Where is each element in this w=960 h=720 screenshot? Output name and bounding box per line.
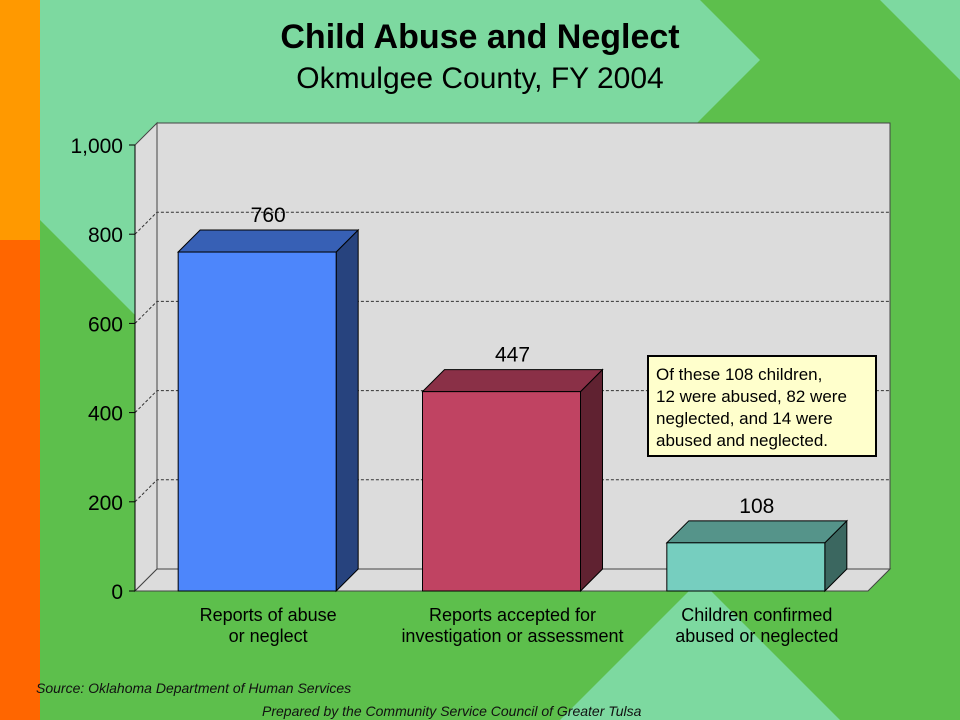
light-diagonal-band-lower <box>560 580 840 720</box>
bar-top <box>421 369 604 393</box>
annotation-box <box>647 355 877 457</box>
bar-top <box>176 229 360 253</box>
y-tick-label: 600 <box>88 313 123 336</box>
category-label: or neglect <box>229 626 308 646</box>
bar <box>177 251 337 592</box>
bar <box>666 542 826 592</box>
prepared-by-note: Prepared by the Community Service Counci… <box>262 703 642 719</box>
chart-subtitle: Okmulgee County, FY 2004 <box>296 62 664 95</box>
y-tick-label: 1,000 <box>70 135 123 158</box>
category-label: Reports of abuse <box>200 605 337 625</box>
bar-side <box>580 368 603 593</box>
bar-value-label: 447 <box>495 344 530 367</box>
bar <box>422 391 581 592</box>
light-corner-band <box>880 0 960 80</box>
category-label: Children confirmed <box>681 605 832 625</box>
y-gridline <box>134 390 890 413</box>
bar-side <box>335 228 359 593</box>
annotation-text: 12 were abused, 82 were <box>656 387 847 406</box>
chart-side-wall <box>134 121 158 593</box>
y-tick-label: 0 <box>111 581 123 604</box>
bar-value-label: 760 <box>251 204 286 227</box>
category-label: abused or neglected <box>675 626 838 646</box>
sidebar-top-block <box>0 0 40 240</box>
category-label: investigation or assessment <box>401 626 623 646</box>
y-gridline <box>134 211 890 235</box>
y-gridline <box>134 479 890 503</box>
bar-value-label: 108 <box>739 495 774 518</box>
sidebar-bottom-block <box>0 240 40 720</box>
chart-title: Child Abuse and Neglect <box>280 18 680 56</box>
source-note: Source: Oklahoma Department of Human Ser… <box>36 680 352 696</box>
annotation-text: Of these 108 children, <box>656 365 822 384</box>
y-gridline <box>134 300 890 324</box>
annotation-text: abused and neglected. <box>656 431 828 450</box>
annotation-text: neglected, and 14 were <box>656 409 833 428</box>
y-tick-label: 200 <box>88 492 123 515</box>
y-tick-label: 400 <box>88 403 123 426</box>
category-label: Reports accepted for <box>429 605 596 625</box>
bar-top <box>665 520 849 544</box>
y-tick-label: 800 <box>88 224 123 247</box>
